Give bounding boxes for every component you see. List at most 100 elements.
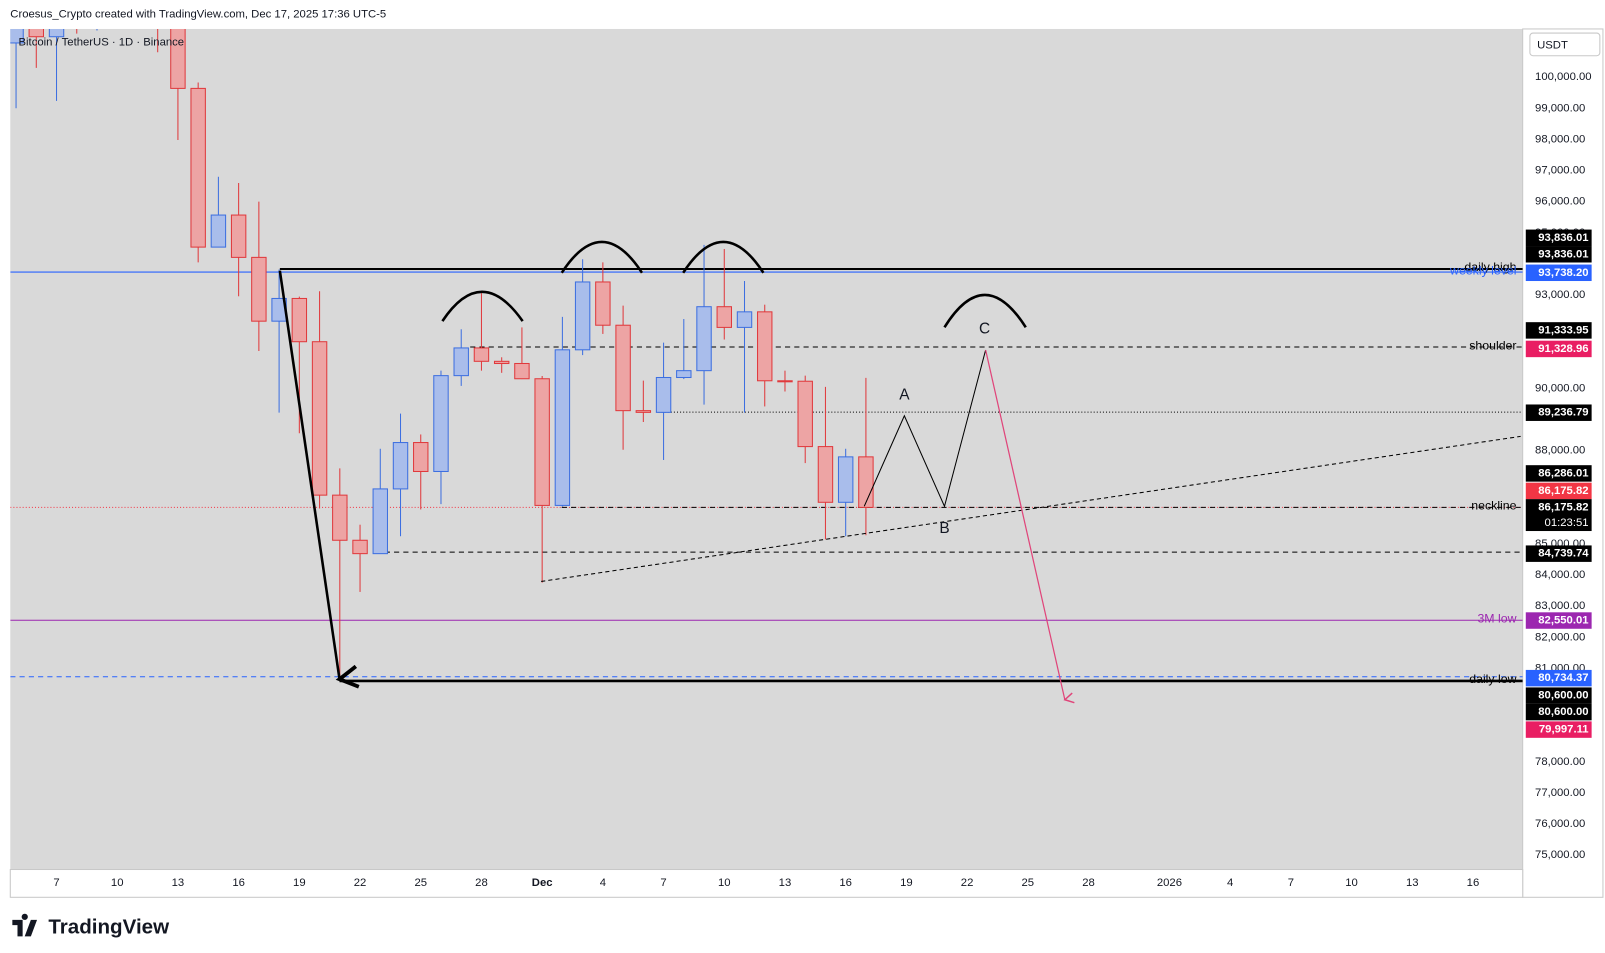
price-label: 93,836.01 xyxy=(1538,248,1588,260)
candle-body xyxy=(797,380,813,448)
arc xyxy=(560,240,644,274)
y-tick-label: 83,000.00 xyxy=(1535,600,1585,612)
x-tick-label: 10 xyxy=(718,877,731,889)
candle-body xyxy=(332,494,348,541)
price-label: 82,550.01 xyxy=(1538,615,1588,627)
x-tick-label: 13 xyxy=(1406,877,1419,889)
candle-body xyxy=(736,311,753,328)
price-label-box xyxy=(1525,687,1592,704)
x-tick-label: 4 xyxy=(1227,877,1233,889)
candle-body xyxy=(615,324,631,412)
price-axis xyxy=(1522,28,1604,898)
candle-body xyxy=(28,28,45,38)
candle-body xyxy=(10,28,24,44)
candle-body xyxy=(554,349,571,506)
candle-body xyxy=(230,214,247,258)
candle-body xyxy=(473,347,490,362)
candle-body xyxy=(372,488,388,555)
candle-body xyxy=(837,456,854,503)
candle-body xyxy=(311,341,328,496)
candle-body xyxy=(453,347,469,377)
logo: TradingView xyxy=(12,913,170,939)
candle-body xyxy=(574,281,591,351)
candle-body xyxy=(190,87,206,248)
x-tick-label: 28 xyxy=(475,877,488,889)
symbol: Bitcoin / TetherUS · 1D · Binance xyxy=(19,36,185,48)
level-label: neckline xyxy=(1471,499,1516,513)
drawings: A B C xyxy=(278,240,1521,704)
price-label: 86,175.82 xyxy=(1538,485,1588,497)
x-tick-label: 25 xyxy=(1022,877,1035,889)
price-label: 84,739.74 xyxy=(1538,548,1589,560)
price-label-box xyxy=(1525,465,1592,482)
price-label-box xyxy=(1525,322,1592,339)
level-label: 3M low xyxy=(1477,611,1516,625)
trend-line xyxy=(541,435,1521,582)
price-label: 80,734.37 xyxy=(1538,672,1588,684)
price-label: 93,836.01 xyxy=(1538,232,1588,244)
y-tick-label: 84,000.00 xyxy=(1535,569,1585,581)
credit: Croesus_Crypto created with TradingView.… xyxy=(10,9,386,21)
y-tick-label: 77,000.00 xyxy=(1535,787,1585,799)
x-tick-label: 16 xyxy=(232,877,245,889)
y-tick-label: 88,000.00 xyxy=(1535,445,1585,457)
label-c: C xyxy=(979,320,990,337)
time-axis xyxy=(9,869,1524,898)
arc xyxy=(441,290,524,322)
x-tick-label: 10 xyxy=(111,877,124,889)
candle-body xyxy=(170,28,186,89)
candle-body xyxy=(655,376,672,413)
axes: 100,000.00 99,000.00 98,000.00 97,000.00 96,… xyxy=(53,71,1592,889)
candle-body xyxy=(635,410,652,413)
logo-text: TradingView xyxy=(48,916,170,939)
y-tick-label: 90,000.00 xyxy=(1535,382,1585,394)
target-arrow xyxy=(985,349,1075,704)
candle-body xyxy=(210,214,227,248)
currency-box[interactable] xyxy=(1529,32,1601,57)
level-label: daily high xyxy=(1464,260,1516,274)
y-tick-label: 82,000.00 xyxy=(1535,631,1585,643)
projection-path xyxy=(863,349,987,508)
price-label: 86,175.82 xyxy=(1538,501,1588,513)
x-tick-label: 13 xyxy=(779,877,792,889)
candle-body xyxy=(493,360,510,365)
candle-body xyxy=(392,442,409,490)
drop-arrow xyxy=(278,270,360,689)
candle-body xyxy=(291,297,308,343)
arc xyxy=(943,293,1027,329)
x-tick-label: 19 xyxy=(293,877,306,889)
y-tick-label: 98,000.00 xyxy=(1535,133,1585,145)
price-label-box xyxy=(1525,612,1592,629)
plot-area xyxy=(10,28,1523,870)
x-tick-label: 16 xyxy=(839,877,852,889)
candle-body xyxy=(817,446,834,503)
price-label-box xyxy=(1525,264,1592,282)
price-label: 89,236.79 xyxy=(1538,407,1588,419)
candle-body xyxy=(676,370,692,379)
candle-body xyxy=(90,0,104,6)
arc xyxy=(682,240,765,274)
price-label: 86,286.01 xyxy=(1538,467,1588,479)
price-label-box xyxy=(1525,703,1592,721)
y-tick-label: 100,000.00 xyxy=(1535,71,1592,83)
candle-body xyxy=(777,380,793,383)
x-tick-label: 4 xyxy=(600,877,606,889)
x-tick-label: 22 xyxy=(961,877,974,889)
candle-body xyxy=(534,378,550,506)
logo-mark xyxy=(12,913,38,937)
candle-body xyxy=(70,0,84,6)
price-label-box xyxy=(1525,340,1592,358)
candle-body xyxy=(48,28,65,38)
level-label: weekly level xyxy=(1449,263,1516,277)
x-tick-label: Dec xyxy=(532,877,553,889)
price-label-box xyxy=(1525,669,1592,687)
label-b: B xyxy=(939,520,949,537)
candle-body xyxy=(352,539,368,555)
x-tick-label: 10 xyxy=(1345,877,1358,889)
candle-body xyxy=(514,362,530,380)
candle-body xyxy=(595,281,611,326)
x-tick-label: 22 xyxy=(354,877,367,889)
level-label: shoulder xyxy=(1469,338,1516,352)
